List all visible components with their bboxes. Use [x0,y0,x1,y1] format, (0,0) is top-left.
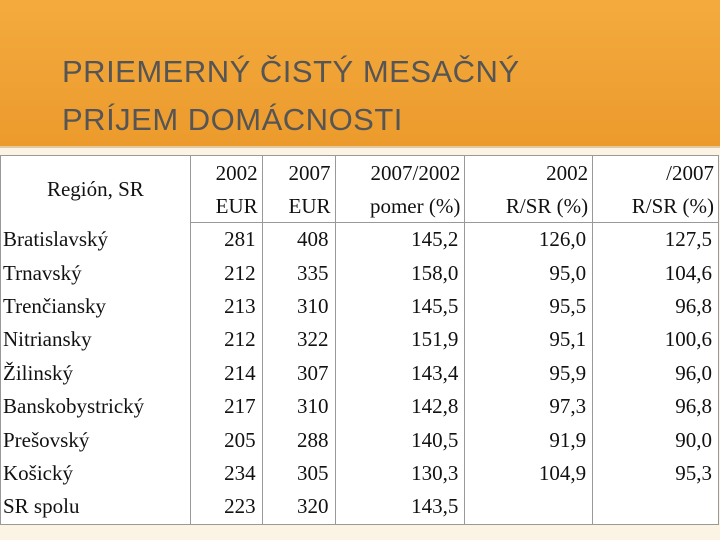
cell: 310 [261,289,336,324]
column-header: R/SR (%) [592,189,719,223]
region-name: Bratislavský [0,222,191,257]
cell: 305 [261,456,336,491]
cell: 95,9 [464,356,594,390]
cell: 126,0 [464,222,594,257]
cell: 205 [189,423,263,457]
cell: 143,5 [334,490,466,525]
column-header: pomer (%) [334,189,466,223]
cell: 212 [189,256,263,290]
column-header: EUR [189,189,263,223]
cell: 212 [189,323,263,357]
cell: 151,9 [334,323,466,357]
cell: 100,6 [592,323,719,357]
table-row: Trenčiansky 213 310 145,5 95,5 96,8 [0,289,719,324]
region-name: Žilinský [0,356,191,390]
cell: 142,8 [334,389,466,424]
column-header: 2007 [261,155,336,189]
cell: 322 [261,323,336,357]
table-row: Nitriansky 212 322 151,9 95,1 100,6 [0,323,719,357]
table-row: Prešovský 205 288 140,5 91,9 90,0 [0,423,719,457]
cell: 281 [189,222,263,257]
cell: 104,6 [592,256,719,290]
cell: 104,9 [464,456,594,491]
cell: 307 [261,356,336,390]
region-name: Nitriansky [0,323,191,357]
cell: 91,9 [464,423,594,457]
cell: 335 [261,256,336,290]
cell: 145,2 [334,222,466,257]
table: Región, SR 2002 2007 2007/2002 2002/2007 EUR E… [0,155,719,525]
cell: 96,0 [592,356,719,390]
cell: 408 [261,222,336,257]
region-name: Trnavský [0,256,191,290]
cell: 223 [189,490,263,525]
region-name: Prešovský [0,423,191,457]
title: PRIEMERNÝ ČISTÝ MESAČNÝ PRÍJEM DOMÁCNOST… [62,48,520,144]
column-header: 2002 [189,155,263,189]
title-panel: PRIEMERNÝ ČISTÝ MESAČNÝ PRÍJEM DOMÁCNOST… [0,0,720,148]
region-name: Košický [0,456,191,491]
cell: 95,0 [464,256,594,290]
cell: 95,5 [464,289,594,324]
cell: 143,4 [334,356,466,390]
cell: 158,0 [334,256,466,290]
region-name: Trenčiansky [0,289,191,324]
cell: 140,5 [334,423,466,457]
table-row: Žilinský 214 307 143,4 95,9 96,0 [0,356,719,390]
table-row: Bratislavský 281 408 145,2 126,0 127,5 [0,222,719,257]
cell: 310 [261,389,336,424]
title-line: PRIEMERNÝ ČISTÝ MESAČNÝ [62,54,520,89]
cell: 214 [189,356,263,390]
column-header: /2007 [592,155,719,189]
cell: 130,3 [334,456,466,491]
title-line: PRÍJEM DOMÁCNOSTI [62,102,403,137]
cell: 97,3 [464,389,594,424]
table-row: Trnavský 212 335 158,0 95,0 104,6 [0,256,719,290]
column-header: 2002 [464,155,594,189]
cell: 234 [189,456,263,491]
cell: 213 [189,289,263,324]
empty-cell [592,490,719,525]
cell: 95,3 [592,456,719,491]
table-row: SR spolu 223 320 143,5 [0,490,719,525]
cell: 96,8 [592,289,719,324]
table-row: Banskobystrický 217 310 142,8 97,3 96,8 [0,389,719,424]
column-header: 2007/2002 [334,155,466,189]
empty-cell [464,490,594,525]
column-header: EUR [261,189,336,223]
cell: 288 [261,423,336,457]
cell: 90,0 [592,423,719,457]
header-row: Región, SR 2002 2007 2007/2002 2002/2007 [0,155,719,223]
cell: 217 [189,389,263,424]
cell: 96,8 [592,389,719,424]
cell: 95,1 [464,323,594,357]
cell: 145,5 [334,289,466,324]
column-header: Región, SR [0,155,191,223]
region-name: Banskobystrický [0,389,191,424]
region-name: SR spolu [0,490,191,525]
table-row: Košický 234 305 130,3 104,9 95,3 [0,456,719,491]
cell: 320 [261,490,336,525]
column-header: R/SR (%) [464,189,594,223]
header-row: EUR EUR pomer (%) R/SR (%) R/SR (%) [1,189,719,223]
cell: 127,5 [592,222,719,257]
